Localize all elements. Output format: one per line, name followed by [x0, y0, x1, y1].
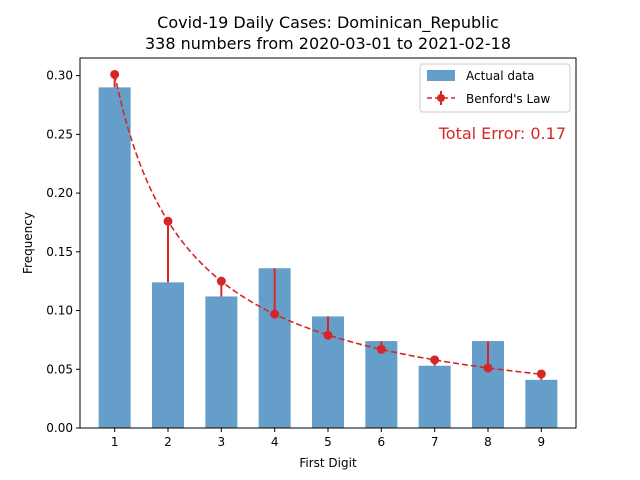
benford-point-digit-3	[216, 276, 226, 286]
chart-subtitle: 338 numbers from 2020-03-01 to 2021-02-1…	[145, 34, 511, 53]
benford-line-layer	[110, 69, 546, 379]
x-tick-label: 3	[218, 435, 226, 449]
y-tick-label: 0.20	[46, 186, 73, 200]
x-tick-label: 8	[484, 435, 492, 449]
x-tick-label: 2	[164, 435, 172, 449]
x-tick-label: 9	[538, 435, 546, 449]
benford-point-digit-9	[536, 369, 546, 379]
chart-title: Covid-19 Daily Cases: Dominican_Republic	[157, 13, 499, 33]
y-tick-label: 0.05	[46, 362, 73, 376]
bar-digit-7	[418, 365, 451, 428]
bar-digit-6	[365, 341, 398, 428]
legend-bar-swatch	[427, 70, 455, 81]
benford-point-digit-1	[110, 69, 120, 79]
x-tick-label: 5	[324, 435, 332, 449]
y-tick-label: 0.10	[46, 304, 73, 318]
x-tick-label: 7	[431, 435, 439, 449]
bar-digit-9	[525, 379, 558, 428]
y-tick-label: 0.00	[46, 421, 73, 435]
x-tick-label: 4	[271, 435, 279, 449]
y-tick-label: 0.30	[46, 69, 73, 83]
benford-point-digit-7	[430, 355, 440, 365]
benford-point-digit-5	[323, 330, 333, 340]
legend-benford-label: Benford's Law	[466, 92, 551, 106]
x-axis-label: First Digit	[299, 456, 357, 470]
x-tick-label: 1	[111, 435, 119, 449]
bar-digit-1	[98, 87, 131, 428]
y-ticks: 0.00 0.05 0.10 0.15 0.20 0.25 0.30	[46, 69, 80, 435]
legend-line-marker	[437, 94, 445, 102]
x-tick-label: 6	[378, 435, 386, 449]
legend-box	[419, 63, 571, 113]
y-tick-label: 0.15	[46, 245, 73, 259]
benford-point-digit-6	[376, 344, 386, 354]
benford-point-digit-8	[483, 363, 493, 373]
y-axis-label: Frequency	[21, 212, 35, 274]
bar-digit-3	[205, 296, 238, 428]
benford-point-digit-2	[163, 216, 173, 226]
y-tick-label: 0.25	[46, 127, 73, 141]
legend: Actual data Benford's Law	[419, 63, 571, 113]
benford-point-digit-4	[270, 309, 280, 319]
total-error-annotation: Total Error: 0.17	[438, 124, 566, 143]
bar-digit-2	[152, 282, 184, 428]
legend-actual-label: Actual data	[466, 69, 534, 83]
x-ticks: 1 2 3 4 5 6 7 8 9	[111, 428, 545, 449]
